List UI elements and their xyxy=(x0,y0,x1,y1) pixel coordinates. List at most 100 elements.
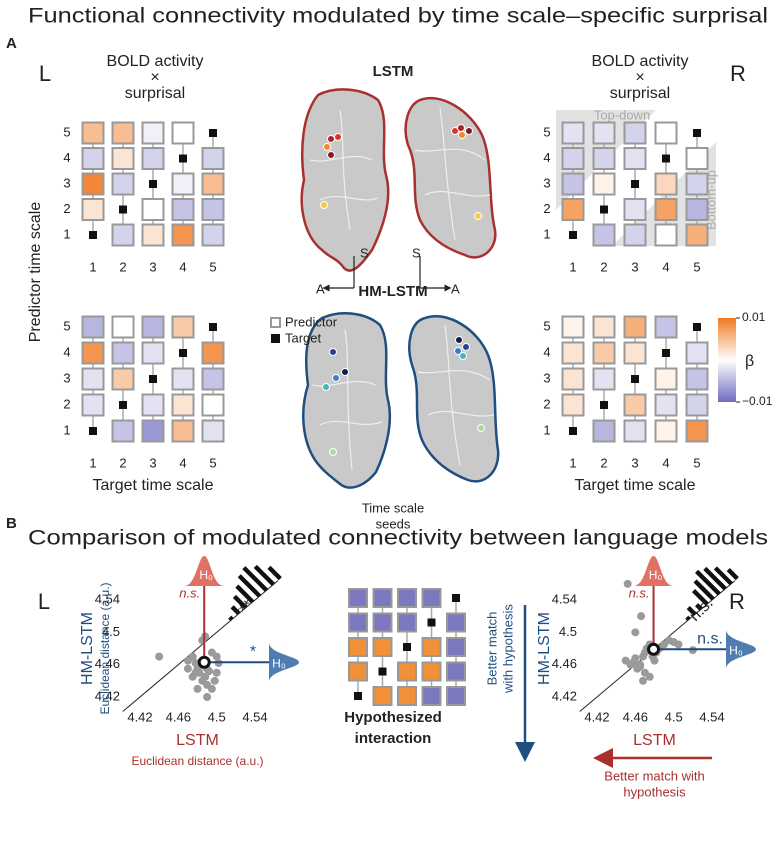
diag-hist-bar xyxy=(230,605,241,616)
x-tick-label: 4.46 xyxy=(166,709,191,724)
axis-letter: S xyxy=(360,245,369,260)
x-axis-label: LSTM xyxy=(633,732,676,749)
y-tick-label: 4.5 xyxy=(102,624,120,639)
target-marker xyxy=(119,205,127,214)
cell xyxy=(111,315,135,339)
diag-hist-bar xyxy=(693,579,715,601)
cell xyxy=(111,419,135,443)
brain-hm-lstm xyxy=(302,312,500,489)
mean-point xyxy=(647,642,661,656)
x-tick-label: 3 xyxy=(149,455,156,470)
cell xyxy=(141,198,165,221)
cell xyxy=(111,147,135,170)
matrix-heading: surprisal xyxy=(125,85,185,102)
diag-hist-bar xyxy=(267,565,282,581)
point xyxy=(212,668,221,677)
y-tick-label: 2 xyxy=(63,396,70,411)
x-tick-label: 2 xyxy=(600,455,607,470)
x-tick-label: 4.46 xyxy=(623,709,648,724)
cell xyxy=(171,315,195,339)
y-tick-label: 2 xyxy=(543,396,550,411)
colorbar-tick-label: −0.01 xyxy=(742,394,773,408)
y-axis-label: HM-LSTM xyxy=(536,612,553,685)
cell xyxy=(654,198,678,221)
diag-hist-bar xyxy=(726,568,739,581)
cell xyxy=(685,147,709,170)
null-distribution xyxy=(726,629,756,670)
target-marker xyxy=(89,231,97,239)
model-title: HM-LSTM xyxy=(358,283,427,300)
cell xyxy=(171,419,195,443)
cell xyxy=(348,637,368,657)
cell xyxy=(171,367,195,391)
x-tick-label: 4 xyxy=(662,259,669,274)
cell xyxy=(685,198,709,221)
cell xyxy=(592,223,616,247)
null-label: H₀ xyxy=(272,656,286,670)
x-tick-label: 2 xyxy=(600,259,607,274)
cell xyxy=(592,419,616,443)
hypothesis-label: interaction xyxy=(355,730,432,747)
diag-hist-bar xyxy=(694,603,703,611)
cell xyxy=(372,686,393,706)
target-marker xyxy=(179,154,187,163)
target-marker xyxy=(89,427,97,435)
point xyxy=(191,668,200,677)
cell xyxy=(623,147,647,170)
target-marker xyxy=(693,323,701,331)
cell xyxy=(201,341,225,365)
diag-hist-bar xyxy=(242,566,269,592)
x-axis-label: Target time scale xyxy=(575,477,696,494)
panel-title: Comparison of modulated connectivity bet… xyxy=(28,527,768,550)
matrix-heading: BOLD activity xyxy=(592,53,689,70)
cell xyxy=(348,612,368,633)
y-tick-label: 4.5 xyxy=(559,624,577,639)
cell xyxy=(446,637,466,657)
diag-hist-bar xyxy=(685,615,691,621)
y-tick-label: 3 xyxy=(63,175,70,190)
point xyxy=(193,684,202,693)
hypothesized-matrix xyxy=(348,588,466,706)
diag-hist-bar xyxy=(253,564,275,587)
cell xyxy=(592,121,616,145)
point xyxy=(637,612,646,621)
x-tick-label: 4 xyxy=(662,455,669,470)
cell xyxy=(561,147,585,170)
null-distribution xyxy=(633,556,674,586)
cell xyxy=(592,315,616,339)
diag-hist-bar xyxy=(232,594,248,610)
cell xyxy=(111,172,135,196)
y-axis-label: HM-LSTM xyxy=(79,612,96,685)
cell xyxy=(111,367,135,391)
cell xyxy=(141,223,165,247)
y-tick-label: 2 xyxy=(543,201,550,216)
panel-title: Functional connectivity modulated by tim… xyxy=(28,5,768,28)
null-label: H₀ xyxy=(649,568,663,582)
x-axis-sublabel: Euclidean distance (a.u.) xyxy=(131,754,263,768)
point xyxy=(674,640,683,649)
cell xyxy=(623,393,647,417)
y-tick-label: 2 xyxy=(63,201,70,216)
target-marker xyxy=(569,231,577,239)
cell xyxy=(397,588,417,608)
x-tick-label: 3 xyxy=(149,259,156,274)
cell xyxy=(654,121,678,145)
y-tick-label: 5 xyxy=(543,124,550,139)
cell xyxy=(372,637,393,657)
point xyxy=(650,656,659,665)
point xyxy=(205,667,213,676)
cell xyxy=(421,588,442,608)
cell xyxy=(397,686,417,706)
point xyxy=(207,684,216,693)
cell xyxy=(421,686,442,706)
cell xyxy=(561,341,585,365)
x-tick-label: 1 xyxy=(569,455,576,470)
cell xyxy=(81,172,105,196)
null-label: H₀ xyxy=(729,643,743,657)
model-title: LSTM xyxy=(373,63,414,80)
null-distribution xyxy=(269,642,299,683)
cell xyxy=(201,147,225,170)
y-axis-sublabel: Euclidean distance (a.u.) xyxy=(98,582,112,714)
cell xyxy=(201,419,225,443)
